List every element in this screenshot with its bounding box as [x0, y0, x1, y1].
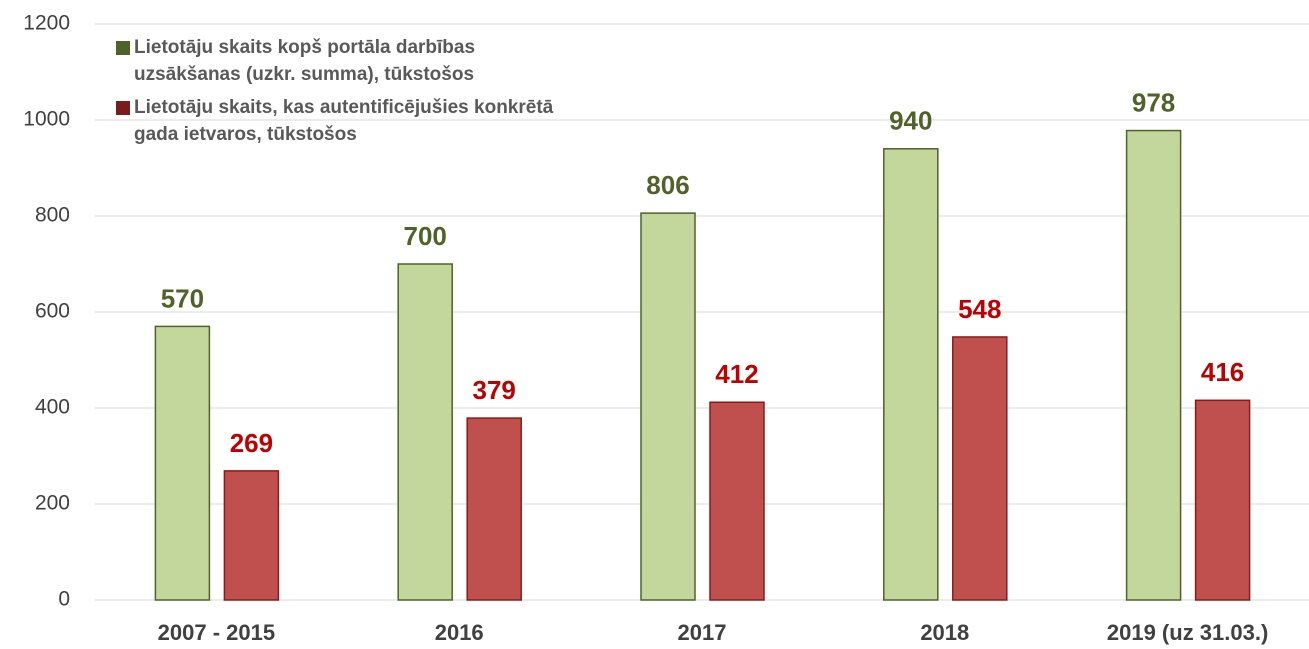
- bar: [397, 263, 453, 601]
- y-tick-label: 800: [35, 204, 70, 227]
- bar: [466, 417, 522, 601]
- bar: [1194, 399, 1251, 601]
- x-tick-label: 2019 (uz 31.03.): [1107, 620, 1268, 645]
- legend-swatch: [116, 41, 130, 55]
- data-label: 379: [473, 375, 516, 405]
- bar: [952, 336, 1008, 601]
- legend-swatch: [116, 101, 130, 115]
- x-tick-label: 2007 - 2015: [158, 620, 275, 645]
- bar: [223, 470, 280, 601]
- data-label: 416: [1201, 357, 1244, 387]
- legend-item: Lietotāju skaits kopš portāla darbības u…: [116, 34, 566, 88]
- y-tick-label: 0: [58, 588, 70, 611]
- data-label: 978: [1132, 87, 1175, 117]
- y-tick-label: 400: [35, 396, 70, 419]
- legend-label: Lietotāju skaits, kas autentificējušies …: [134, 97, 554, 145]
- x-tick-label: 2018: [920, 620, 969, 645]
- data-label: 548: [958, 294, 1001, 324]
- data-label: 806: [646, 170, 689, 200]
- bar: [154, 325, 211, 601]
- bar: [640, 212, 696, 601]
- bar: [709, 401, 765, 601]
- bar: [1125, 129, 1182, 601]
- y-tick-label: 1000: [23, 108, 70, 131]
- data-label: 570: [161, 283, 204, 313]
- data-label: 700: [404, 221, 447, 251]
- y-tick-label: 200: [35, 492, 70, 515]
- data-label: 269: [230, 428, 273, 458]
- legend-item: Lietotāju skaits, kas autentificējušies …: [116, 94, 566, 148]
- y-tick-label: 1200: [23, 12, 70, 35]
- x-tick-label: 2017: [678, 620, 727, 645]
- bar: [883, 148, 939, 601]
- data-label: 940: [889, 106, 932, 136]
- data-label: 412: [715, 359, 758, 389]
- legend: Lietotāju skaits kopš portāla darbības u…: [116, 34, 566, 154]
- legend-label: Lietotāju skaits kopš portāla darbības u…: [134, 37, 476, 85]
- x-tick-label: 2016: [435, 620, 484, 645]
- y-tick-label: 600: [35, 300, 70, 323]
